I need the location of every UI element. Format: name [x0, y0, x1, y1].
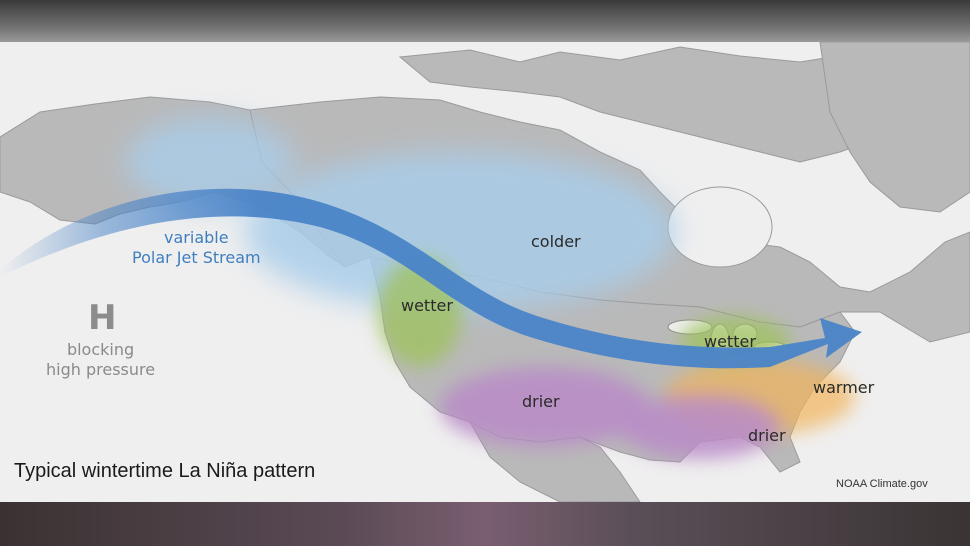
high-pressure-symbol: H	[88, 298, 117, 338]
jet-stream-line1: variable	[164, 228, 229, 247]
colder-zone	[245, 152, 675, 312]
la-nina-map: variable Polar Jet Stream H blocking hig…	[0, 42, 970, 502]
jet-stream-arrow	[0, 188, 862, 369]
map-caption: Typical wintertime La Niña pattern	[14, 460, 316, 482]
high-pressure-label: blocking high pressure	[46, 340, 155, 380]
map-canvas	[0, 42, 970, 502]
map-credit: NOAA Climate.gov	[836, 478, 928, 490]
drier-southwest-zone	[440, 367, 650, 447]
blurred-background-top	[0, 0, 970, 42]
drier-southeast-zone	[620, 395, 780, 459]
colder-zone-alaska	[125, 117, 295, 207]
jet-stream-label: variable Polar Jet Stream	[132, 228, 261, 268]
greenland-landmass	[819, 42, 970, 213]
high-pressure-line2: high pressure	[46, 360, 156, 379]
colder-label: colder	[531, 232, 581, 251]
warmer-label: warmer	[813, 378, 875, 397]
wetter-ohio-valley-label: wetter	[704, 332, 756, 351]
high-pressure-line1: blocking	[66, 340, 135, 359]
drier-southwest-label: drier	[522, 392, 560, 411]
jet-stream-line2: Polar Jet Stream	[132, 248, 261, 267]
drier-southeast-label: drier	[748, 426, 786, 445]
blurred-background-bottom	[0, 500, 970, 546]
hudson-bay	[667, 186, 773, 268]
wetter-northwest-label: wetter	[401, 296, 453, 315]
